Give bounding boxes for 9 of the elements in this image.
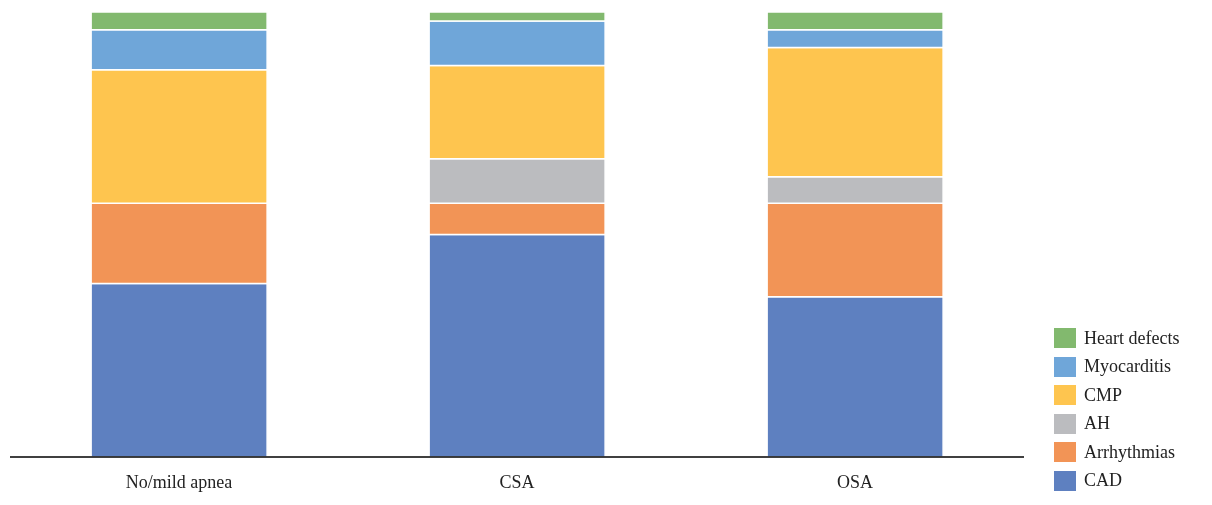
x-tick-label: CSA [499, 471, 535, 492]
legend-label: CAD [1084, 470, 1123, 492]
legend-label: Myocarditis [1084, 356, 1171, 378]
x-tick-label: No/mild apnea [125, 471, 233, 492]
legend-label: CMP [1084, 384, 1123, 406]
legend-label: Arrhythmias [1084, 441, 1175, 463]
legend-label: AH [1084, 413, 1110, 435]
x-tick-label: OSA [836, 471, 874, 492]
legend-label: Heart defects [1084, 327, 1180, 349]
